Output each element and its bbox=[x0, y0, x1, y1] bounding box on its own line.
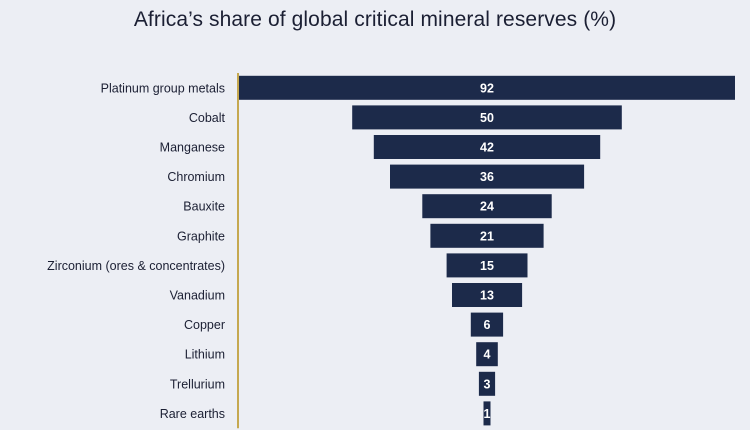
bars-group bbox=[239, 75, 735, 426]
bar-manganese bbox=[373, 135, 601, 159]
category-label: Platinum group metals bbox=[101, 81, 225, 95]
value-label: 24 bbox=[480, 200, 494, 214]
value-label: 1 bbox=[484, 407, 491, 421]
category-label: Vanadium bbox=[170, 289, 225, 303]
value-label: 50 bbox=[480, 111, 494, 125]
category-label: Cobalt bbox=[189, 111, 226, 125]
value-labels: 92 50 42 36 24 21 15 13 6 4 3 1 bbox=[480, 81, 494, 421]
bar-rare-earths bbox=[483, 401, 491, 426]
category-label: Copper bbox=[184, 318, 225, 332]
category-label: Chromium bbox=[167, 170, 225, 184]
category-label: Zirconium (ores & concentrates) bbox=[47, 259, 225, 273]
category-label: Rare earths bbox=[160, 407, 225, 421]
bar-lithium bbox=[476, 342, 498, 367]
value-label: 4 bbox=[484, 348, 491, 362]
value-label: 3 bbox=[484, 377, 491, 391]
value-label: 15 bbox=[480, 259, 494, 273]
chart-title: Africa’s share of global critical minera… bbox=[133, 8, 617, 31]
bar-bauxite bbox=[422, 194, 552, 219]
bar-copper bbox=[470, 312, 504, 337]
value-label: 42 bbox=[480, 141, 494, 155]
category-labels: Platinum group metals Cobalt Manganese Chro… bbox=[47, 81, 225, 421]
category-label: Lithium bbox=[185, 348, 225, 362]
bar-cobalt bbox=[352, 105, 622, 130]
category-label: Manganese bbox=[160, 141, 225, 155]
bar-chromium bbox=[390, 164, 585, 189]
value-label: 21 bbox=[480, 229, 494, 243]
category-label: Graphite bbox=[177, 229, 225, 243]
value-label: 13 bbox=[480, 289, 494, 303]
bar-zirconium-ores-concentrates bbox=[446, 253, 528, 278]
category-label: Trellurium bbox=[170, 377, 225, 391]
value-label: 36 bbox=[480, 170, 494, 184]
category-label: Bauxite bbox=[183, 200, 225, 214]
value-label: 92 bbox=[480, 81, 494, 95]
value-label: 6 bbox=[484, 318, 491, 332]
bar-platinum-group-metals bbox=[239, 75, 735, 100]
bar-trellurium bbox=[478, 371, 496, 396]
bar-vanadium bbox=[452, 283, 523, 307]
bar-graphite bbox=[430, 223, 544, 248]
